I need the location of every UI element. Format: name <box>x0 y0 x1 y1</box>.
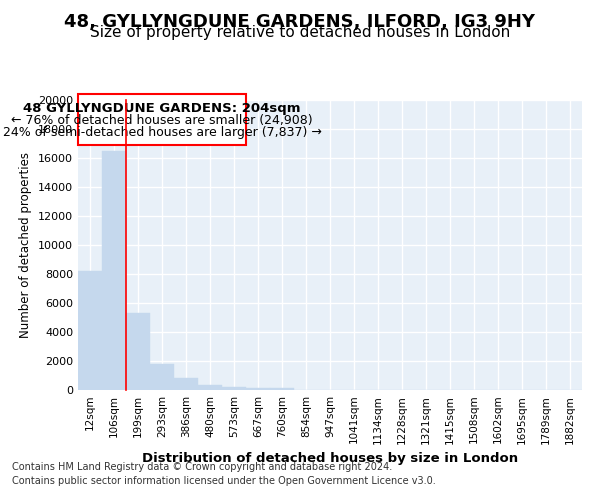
Bar <box>102 151 126 390</box>
Text: 48 GYLLYNGDUNE GARDENS: 204sqm: 48 GYLLYNGDUNE GARDENS: 204sqm <box>23 102 301 115</box>
Text: Contains public sector information licensed under the Open Government Licence v3: Contains public sector information licen… <box>12 476 436 486</box>
Text: Contains HM Land Registry data © Crown copyright and database right 2024.: Contains HM Land Registry data © Crown c… <box>12 462 392 472</box>
Bar <box>150 364 174 390</box>
Bar <box>78 271 102 390</box>
Text: 24% of semi-detached houses are larger (7,837) →: 24% of semi-detached houses are larger (… <box>2 126 322 139</box>
Text: Size of property relative to detached houses in London: Size of property relative to detached ho… <box>90 25 510 40</box>
Text: 48, GYLLYNGDUNE GARDENS, ILFORD, IG3 9HY: 48, GYLLYNGDUNE GARDENS, ILFORD, IG3 9HY <box>65 12 536 30</box>
Bar <box>222 387 246 390</box>
Bar <box>78 94 246 145</box>
Bar <box>174 378 198 390</box>
Text: ← 76% of detached houses are smaller (24,908): ← 76% of detached houses are smaller (24… <box>11 114 313 127</box>
X-axis label: Distribution of detached houses by size in London: Distribution of detached houses by size … <box>142 452 518 465</box>
Bar <box>246 388 270 390</box>
Bar <box>198 385 222 390</box>
Y-axis label: Number of detached properties: Number of detached properties <box>19 152 32 338</box>
Bar <box>126 313 150 390</box>
Bar <box>270 388 294 390</box>
